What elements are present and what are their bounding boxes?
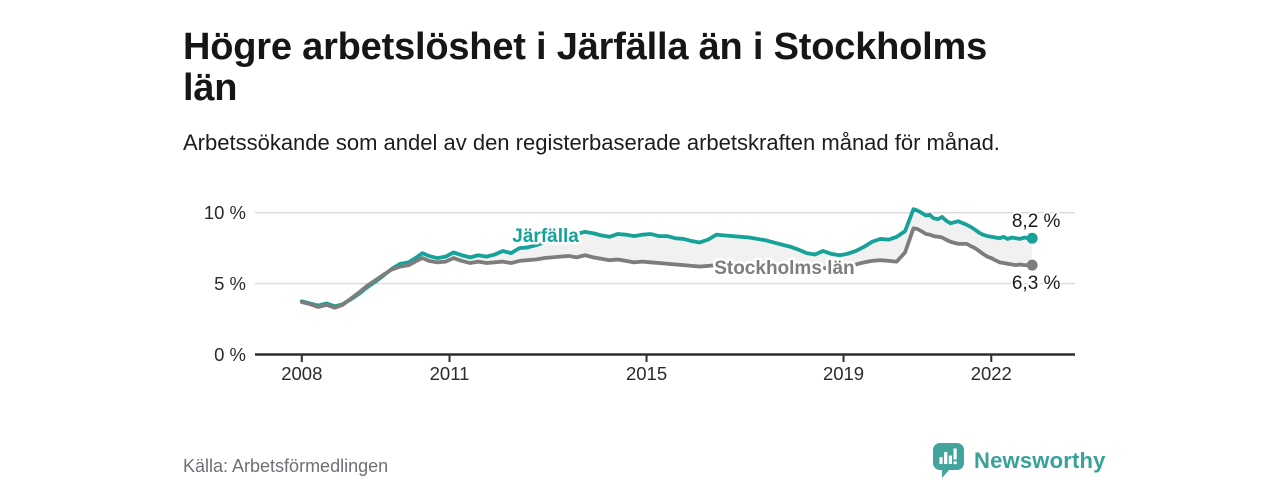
chart-subtitle: Arbetssökande som andel av den registerb…: [183, 130, 1000, 155]
newsworthy-logo[interactable]: Newsworthy: [932, 442, 1106, 479]
series-label-stockholms-lan: Stockholms län: [714, 258, 854, 279]
end-value-label-jarfalla: 8,2 %: [1012, 211, 1061, 232]
x-tick-label-2011: 2011: [430, 363, 470, 384]
line-chart: 2008 2011 2015 2019 2022 0 % 5 % 10 % Järfälla 8,…: [204, 202, 1075, 384]
series-end-dot-jarfalla: [1026, 232, 1038, 244]
end-value-label-stockholms-lan: 6,3 %: [1012, 273, 1061, 294]
page-title: Högre arbetslöshet i Järfälla än i Stock…: [183, 26, 988, 110]
newsworthy-logo-text: Newsworthy: [974, 447, 1106, 473]
x-tick-label-2015: 2015: [626, 363, 667, 384]
source-note: Källa: Arbetsförmedlingen: [183, 456, 389, 476]
fill-between-series: [301, 209, 1033, 308]
y-tick-label-10pct: 10 %: [204, 202, 246, 223]
y-tick-label-5pct: 5 %: [214, 273, 246, 294]
x-tick-label-2008: 2008: [281, 363, 322, 384]
series-line-stockholms-lan: [299, 226, 1035, 310]
x-tick-label-2019: 2019: [823, 363, 864, 384]
series-line-jarfalla: [299, 207, 1035, 309]
mini-bar-chart-glyph: [939, 448, 957, 465]
series-label-jarfalla: Järfälla: [512, 226, 579, 247]
x-tick-label-2022: 2022: [971, 363, 1012, 384]
speech-bubble-shape: [933, 443, 964, 478]
series-end-dot-stockholms-lan: [1026, 259, 1038, 271]
y-tick-label-0pct: 0 %: [214, 344, 246, 365]
newsworthy-bubble-chart-icon: [933, 443, 964, 478]
